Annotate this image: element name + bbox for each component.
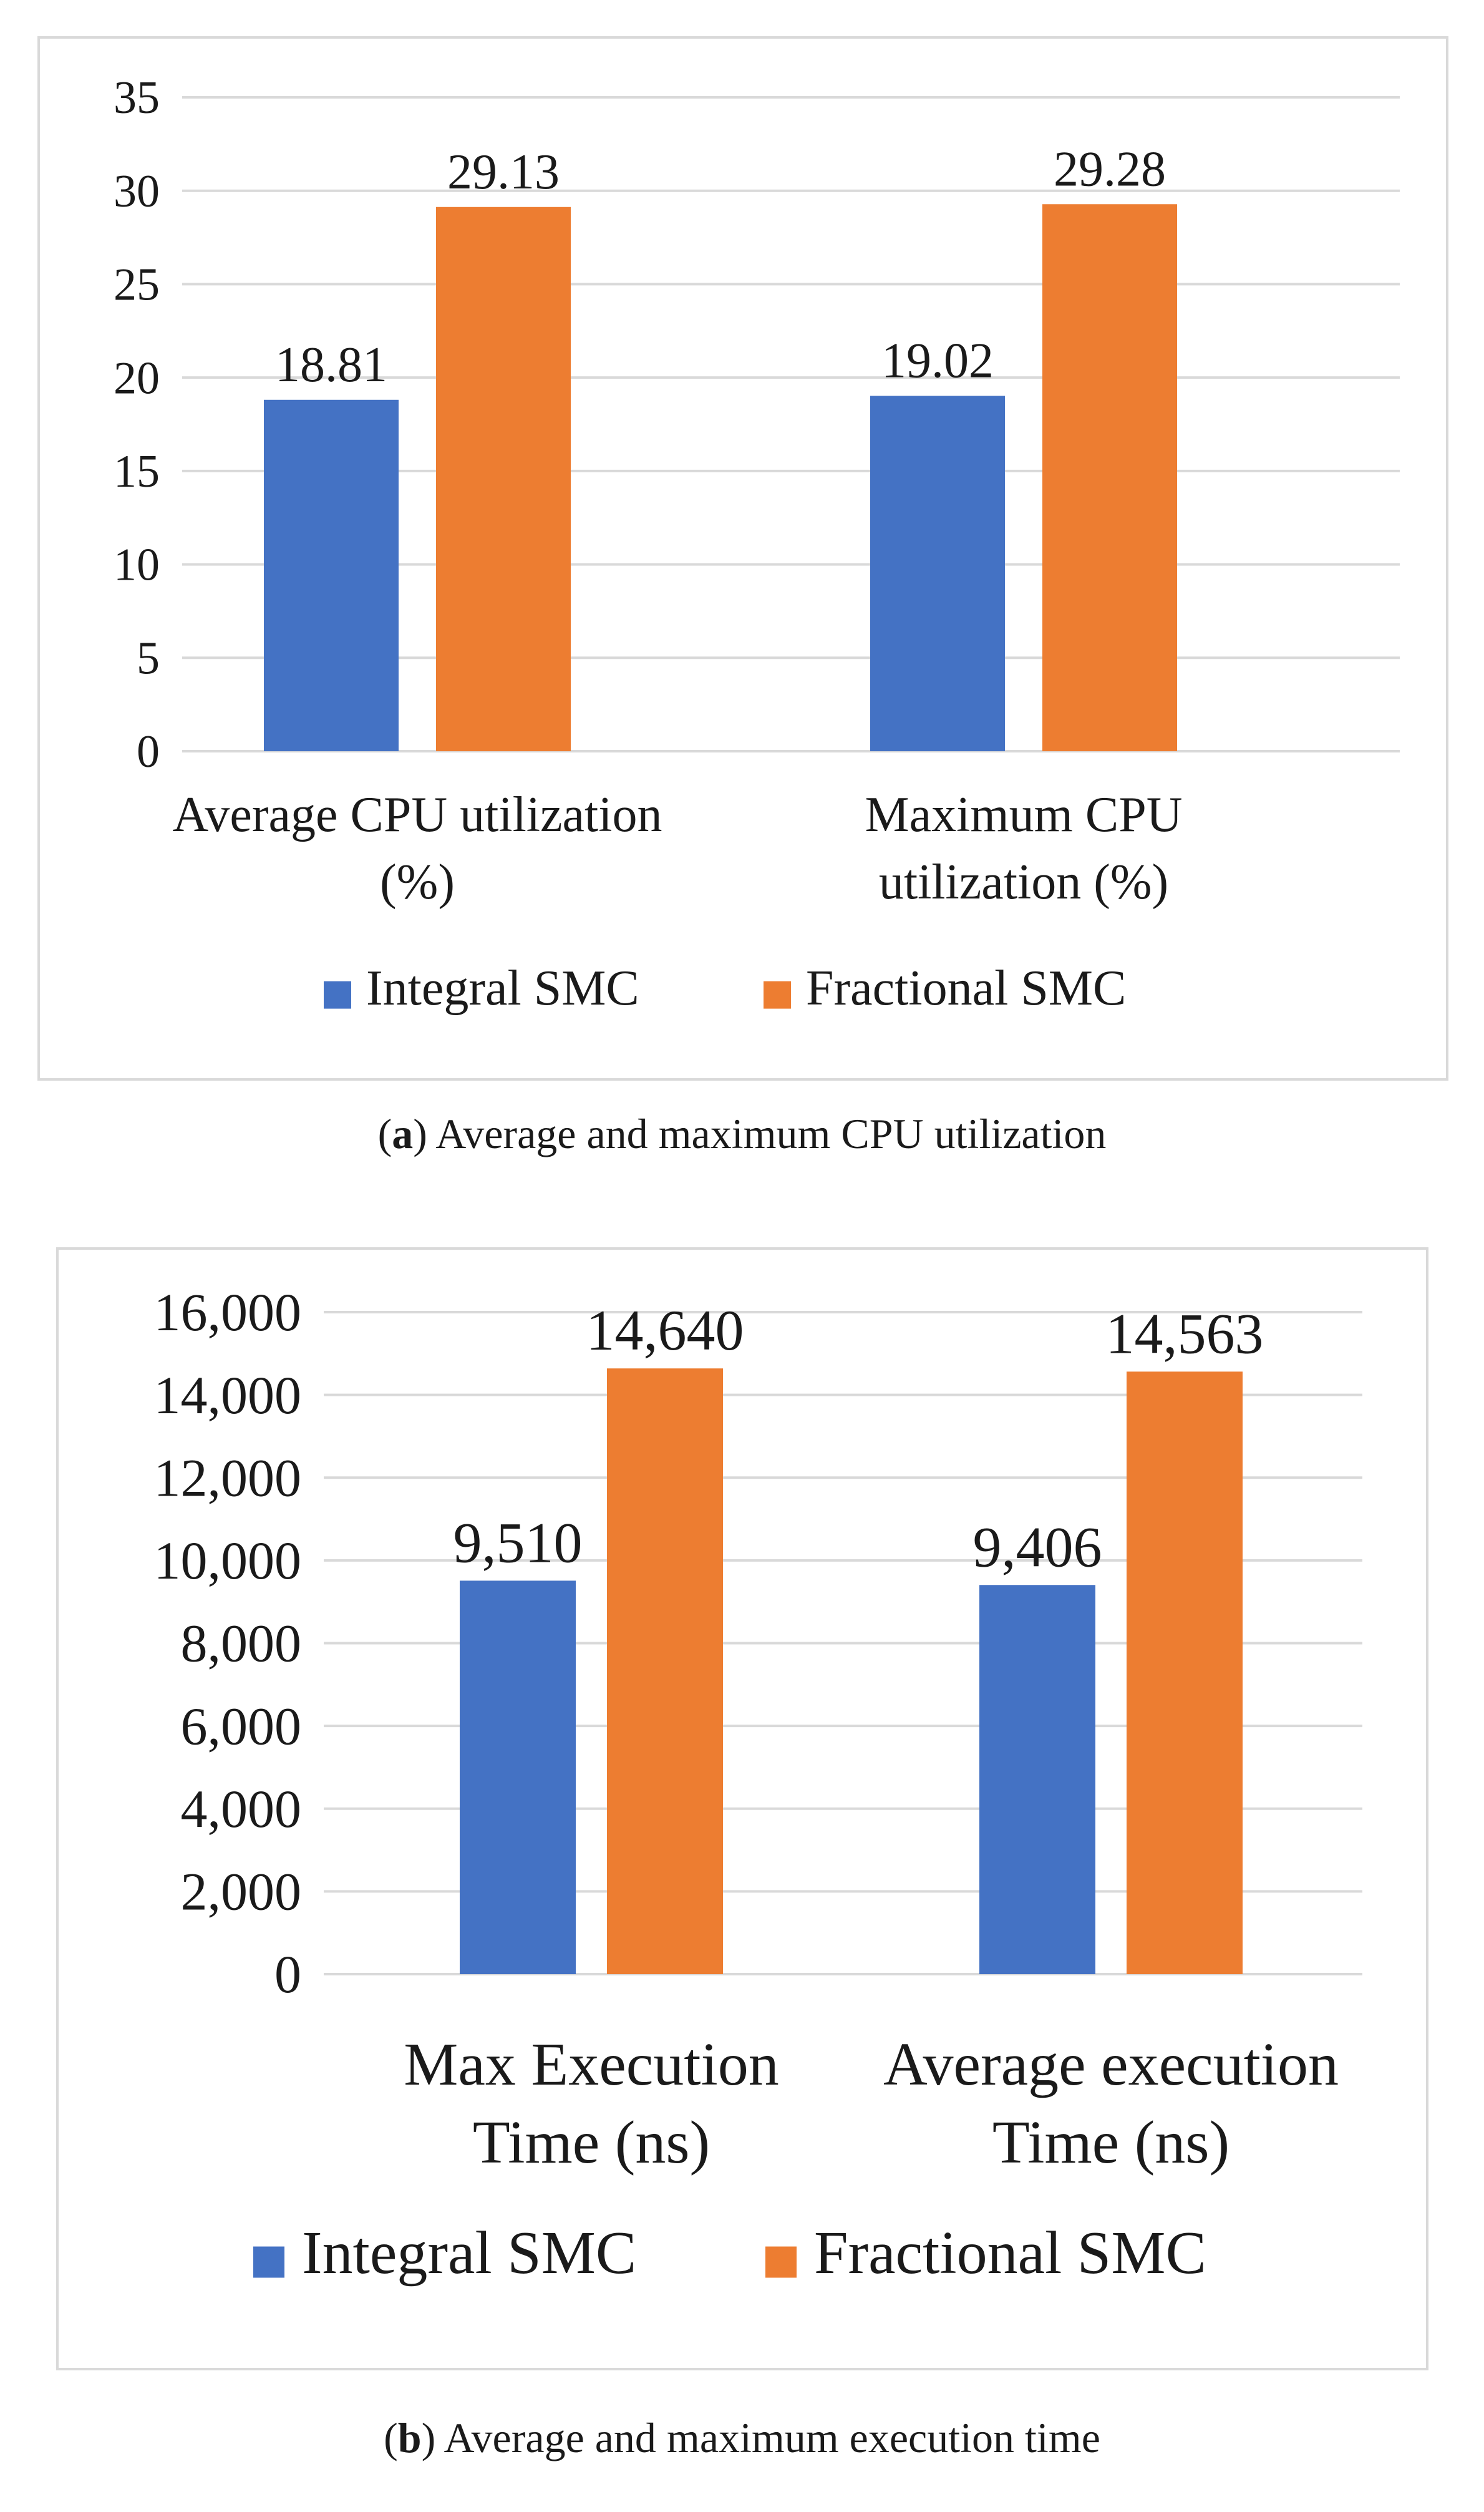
chart-b-legend-swatch-fractional <box>765 2246 797 2278</box>
chart-a-y-tick-label: 10 <box>114 540 160 591</box>
chart-a-data-label: 29.13 <box>447 145 560 200</box>
caption-a-label: a <box>392 1110 414 1157</box>
chart-b-svg: 0 2,000 4,000 6,000 8,000 10,000 12,000 14,000 1… <box>154 1282 1362 2287</box>
chart-b-data-label: 14,640 <box>586 1298 744 1362</box>
chart-b-y-tick-label: 10,000 <box>154 1531 302 1590</box>
chart-b-bar-fractional-2 <box>1127 1371 1243 1974</box>
chart-a-y-tick-label: 0 <box>137 726 160 777</box>
chart-a-y-tick-label: 15 <box>114 446 160 497</box>
chart-a-data-label: 18.81 <box>275 338 387 392</box>
chart-a-y-tick-label: 35 <box>114 72 160 124</box>
chart-b-bar-fractional-1 <box>607 1368 723 1974</box>
chart-a-category-label: Maximum CPU <box>865 787 1183 842</box>
chart-b-legend-label-integral: Integral SMC <box>302 2219 636 2287</box>
chart-b-bar-integral-1 <box>460 1580 576 1974</box>
chart-a-y-tick-label: 30 <box>114 166 160 217</box>
chart-b-y-tick-label: 2,000 <box>181 1862 302 1922</box>
chart-b-legend-swatch-integral <box>253 2246 284 2278</box>
chart-b-category-label: Average execution <box>883 2031 1339 2098</box>
chart-b-y-tick-label: 6,000 <box>181 1696 302 1756</box>
chart-b-y-tick-label: 16,000 <box>154 1282 302 1342</box>
chart-b-panel: 0 2,000 4,000 6,000 8,000 10,000 12,000 14,000 1… <box>56 1247 1428 2370</box>
chart-a-legend-label-integral: Integral SMC <box>366 961 639 1016</box>
chart-a-category-label: Average CPU utilization <box>173 787 662 842</box>
chart-a-y-tick-label: 20 <box>114 353 160 404</box>
caption-b: (b) Average and maximum execution time <box>384 2414 1100 2461</box>
chart-b-category-label: Time (ns) <box>473 2109 710 2176</box>
chart-b-y-tick-label: 0 <box>274 1944 301 2004</box>
caption-a: (a) Average and maximum CPU utilization <box>377 1110 1107 1157</box>
chart-a-svg: 0 5 10 15 20 25 30 35 18.81 29.13 Average CPU util… <box>114 72 1400 1016</box>
chart-b-legend-label-fractional: Fractional SMC <box>814 2219 1206 2287</box>
chart-a-legend-swatch-fractional <box>764 981 791 1009</box>
chart-a-bar-fractional-1 <box>436 207 571 752</box>
chart-b-category-label: Time (ns) <box>992 2109 1229 2176</box>
chart-b-y-tick-label: 12,000 <box>154 1448 302 1507</box>
chart-b-y-tick-label: 4,000 <box>181 1779 302 1839</box>
chart-b-data-label: 9,510 <box>453 1511 583 1574</box>
caption-a-text: Average and maximum CPU utilization <box>435 1110 1107 1157</box>
chart-a-y-tick-label: 5 <box>137 633 160 684</box>
chart-a-data-label: 29.28 <box>1054 142 1166 197</box>
chart-a-legend-label-fractional: Fractional SMC <box>806 961 1126 1016</box>
chart-b-data-label: 9,406 <box>973 1515 1102 1579</box>
chart-a-y-tick-label: 25 <box>114 260 160 311</box>
chart-b-data-label: 14,563 <box>1106 1302 1264 1365</box>
chart-a-category-label: (%) <box>380 855 455 910</box>
caption-b-text: Average and maximum execution time <box>444 2414 1100 2461</box>
chart-a-panel: 0 5 10 15 20 25 30 35 18.81 29.13 Average CPU util… <box>37 36 1448 1081</box>
chart-a-bar-integral-1 <box>264 399 399 751</box>
caption-b-label: b <box>397 2414 422 2461</box>
chart-a-bar-integral-2 <box>870 396 1005 751</box>
chart-b-category-label: Max Execution <box>404 2031 778 2098</box>
chart-a-legend-swatch-integral <box>324 981 351 1009</box>
chart-a-data-label: 19.02 <box>881 333 994 388</box>
chart-b-bar-integral-2 <box>979 1585 1095 1974</box>
chart-b-y-tick-label: 8,000 <box>181 1614 302 1673</box>
chart-a-bar-fractional-2 <box>1042 204 1177 751</box>
chart-b-y-tick-label: 14,000 <box>154 1365 302 1425</box>
chart-a-category-label: utilization (%) <box>879 855 1168 910</box>
